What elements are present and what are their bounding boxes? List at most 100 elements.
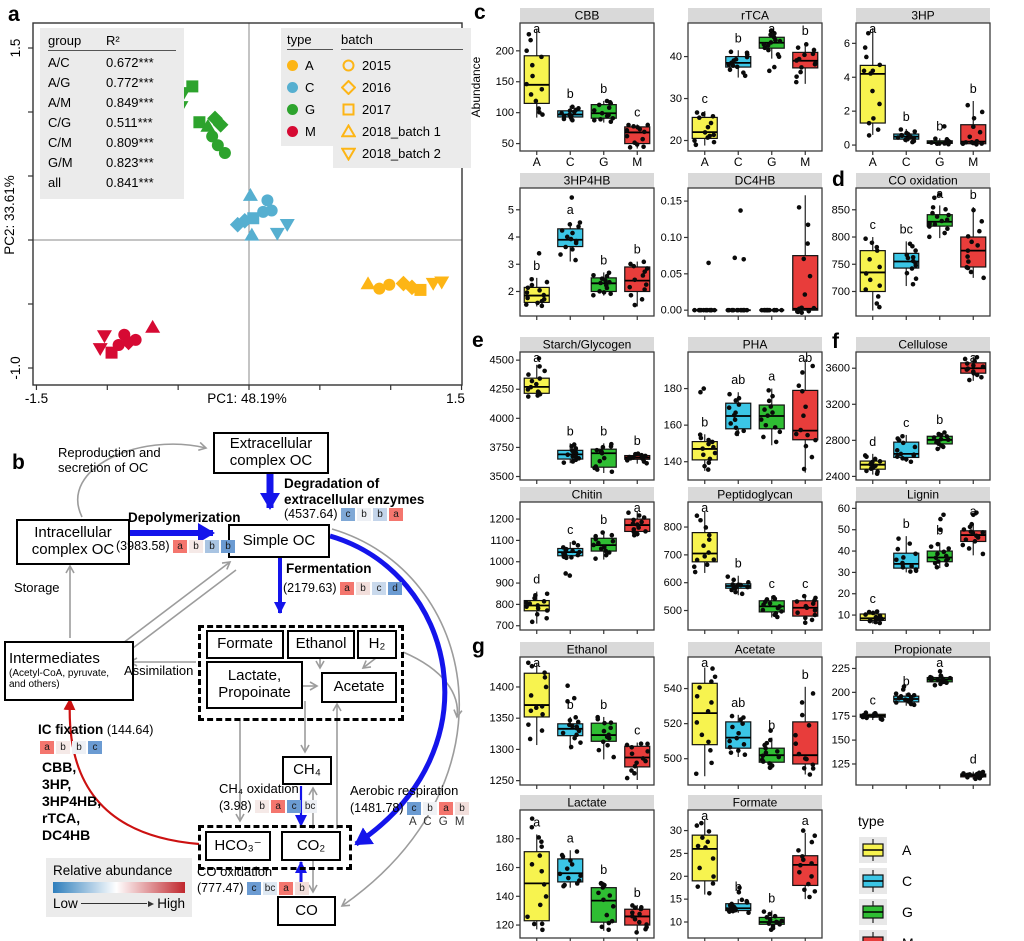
data-point bbox=[773, 439, 779, 445]
y-tick-label: 3500 bbox=[490, 471, 514, 483]
data-point bbox=[600, 444, 606, 450]
boxplot-legend-item: M bbox=[858, 927, 978, 941]
significance-letter: a bbox=[533, 656, 540, 670]
data-point bbox=[863, 236, 868, 241]
data-point bbox=[626, 122, 631, 128]
plot-title: 3HP bbox=[911, 9, 934, 23]
data-point bbox=[933, 136, 938, 142]
data-point bbox=[967, 134, 973, 140]
data-point bbox=[742, 752, 748, 757]
data-point bbox=[593, 533, 598, 539]
data-point bbox=[871, 116, 876, 121]
data-point bbox=[872, 456, 878, 462]
data-point bbox=[525, 394, 531, 399]
box bbox=[523, 672, 550, 718]
scatter-point bbox=[105, 346, 118, 359]
y-tick-label: 800 bbox=[832, 232, 850, 244]
data-point bbox=[798, 427, 803, 433]
plot-title-strip bbox=[688, 337, 822, 352]
data-point bbox=[576, 878, 582, 883]
data-point bbox=[904, 270, 910, 276]
data-point bbox=[935, 551, 940, 557]
data-point bbox=[700, 446, 705, 451]
abundance-chip-a: a bbox=[173, 540, 187, 554]
data-point bbox=[795, 610, 800, 615]
data-point bbox=[901, 555, 906, 560]
data-point bbox=[941, 549, 947, 555]
data-point bbox=[566, 875, 571, 881]
data-point bbox=[972, 358, 977, 364]
data-point bbox=[712, 307, 717, 313]
data-point bbox=[603, 548, 609, 554]
data-point bbox=[601, 544, 607, 550]
data-point bbox=[542, 675, 548, 680]
data-point bbox=[874, 244, 880, 250]
data-point bbox=[729, 901, 735, 907]
data-point bbox=[931, 435, 937, 440]
data-point bbox=[913, 567, 919, 572]
data-point bbox=[928, 674, 933, 680]
y-tick-label: 180 bbox=[664, 383, 682, 395]
significance-letter: b bbox=[634, 434, 641, 448]
y-tick-label: -1.0 bbox=[8, 356, 23, 379]
data-point bbox=[598, 280, 603, 286]
plot-border bbox=[855, 501, 991, 631]
diamond-icon bbox=[341, 79, 356, 95]
data-point bbox=[567, 717, 573, 723]
data-point bbox=[734, 64, 740, 70]
stats-row: C/G 0.511*** bbox=[48, 115, 153, 130]
significance-letter: d bbox=[533, 573, 540, 587]
plot-title: Cellulose bbox=[898, 338, 948, 352]
outlier-point bbox=[937, 669, 943, 674]
data-point bbox=[801, 413, 806, 418]
plot-title: Formate bbox=[733, 796, 778, 810]
outlier-point bbox=[737, 885, 742, 891]
data-point bbox=[711, 557, 717, 562]
data-point bbox=[741, 428, 747, 434]
data-point bbox=[767, 601, 773, 606]
data-point bbox=[706, 441, 711, 447]
scatter-point bbox=[383, 278, 396, 291]
data-point bbox=[810, 691, 816, 696]
y-tick-label: 5 bbox=[508, 204, 514, 216]
data-point bbox=[910, 254, 916, 260]
plot-title-strip bbox=[520, 487, 654, 502]
data-point bbox=[591, 292, 596, 298]
significance-letter: b bbox=[903, 674, 910, 688]
abundance-chip-c: c bbox=[341, 508, 355, 522]
abundance-chip-b: b bbox=[295, 882, 310, 896]
data-point bbox=[627, 284, 633, 290]
data-point bbox=[965, 234, 971, 239]
data-point bbox=[524, 604, 529, 610]
data-point bbox=[541, 882, 547, 887]
node-acetate: Acetate bbox=[321, 672, 397, 703]
data-point bbox=[705, 839, 711, 845]
panel-e-label: e bbox=[472, 329, 484, 352]
label-reproduction: Reproduction and secretion of OC bbox=[58, 445, 161, 475]
data-point bbox=[573, 446, 579, 451]
plot-title: PHA bbox=[743, 338, 768, 352]
significance-letter: c bbox=[870, 218, 876, 232]
data-point bbox=[779, 609, 784, 614]
data-point bbox=[736, 748, 741, 753]
data-point bbox=[895, 436, 901, 441]
plot-title: Lactate bbox=[567, 796, 607, 810]
data-point bbox=[528, 384, 534, 390]
data-point bbox=[628, 261, 633, 267]
significance-letter: b bbox=[600, 424, 607, 438]
data-point bbox=[644, 922, 649, 927]
data-point bbox=[875, 294, 881, 299]
y-tick-label: 140 bbox=[664, 456, 682, 468]
data-point bbox=[539, 844, 544, 849]
data-point bbox=[708, 120, 714, 126]
data-point bbox=[712, 674, 718, 680]
data-point bbox=[764, 740, 770, 746]
data-point bbox=[809, 617, 815, 623]
data-point bbox=[611, 754, 616, 760]
data-point bbox=[963, 537, 969, 542]
significance-letter: d bbox=[970, 753, 977, 767]
y-tick-label: 3200 bbox=[826, 399, 850, 411]
plot-title: Chitin bbox=[572, 488, 603, 502]
data-point bbox=[610, 538, 616, 544]
data-point bbox=[806, 308, 812, 314]
